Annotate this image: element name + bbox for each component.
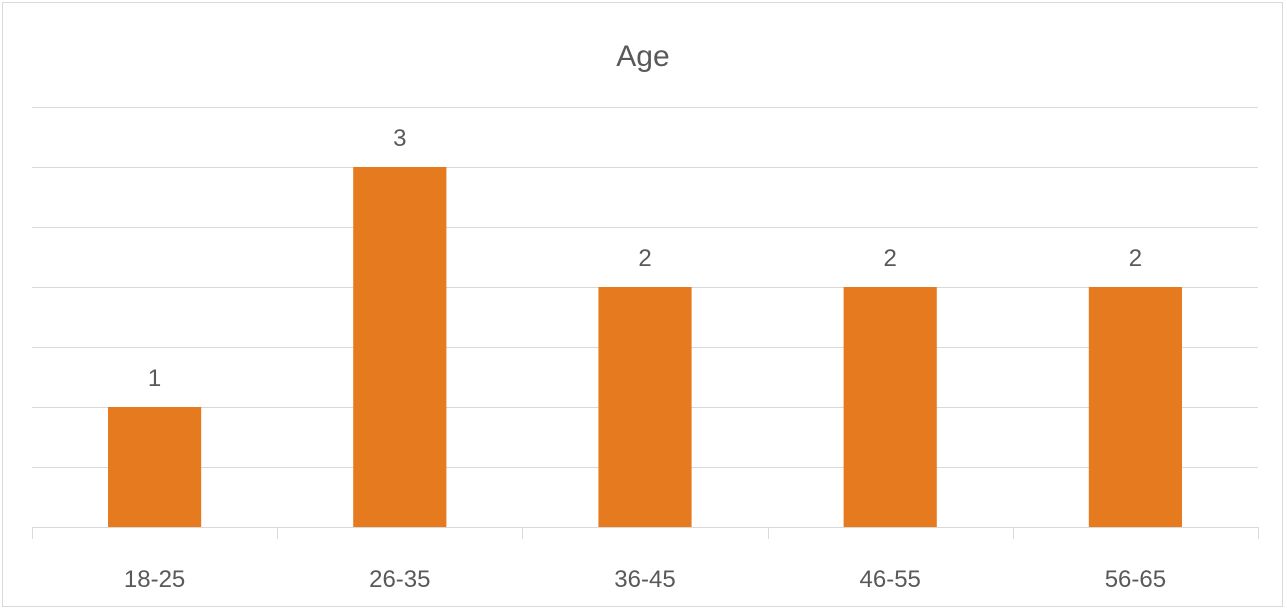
gridlines <box>32 107 1258 468</box>
data-labels: 1 3 2 2 2 <box>148 125 1142 392</box>
bar-26-35 <box>353 167 447 527</box>
x-tick-label-56-65: 56-65 <box>1105 566 1166 593</box>
bar-56-65 <box>1088 287 1182 527</box>
data-label-18-25: 1 <box>148 365 161 392</box>
bar-36-45 <box>598 287 692 527</box>
x-tick-label-46-55: 46-55 <box>860 566 921 593</box>
data-label-26-35: 3 <box>393 125 406 152</box>
bars <box>108 167 1182 527</box>
bar-46-55 <box>843 287 937 527</box>
data-label-46-55: 2 <box>884 245 897 272</box>
x-tick-label-36-45: 36-45 <box>614 566 675 593</box>
chart-title: Age <box>616 40 669 73</box>
x-axis: 18-25 26-35 36-45 46-55 56-65 <box>32 527 1259 593</box>
data-label-36-45: 2 <box>638 245 651 272</box>
data-label-56-65: 2 <box>1129 245 1142 272</box>
x-tick-label-18-25: 18-25 <box>124 566 185 593</box>
bar-18-25 <box>108 407 202 527</box>
x-tick-label-26-35: 26-35 <box>369 566 430 593</box>
